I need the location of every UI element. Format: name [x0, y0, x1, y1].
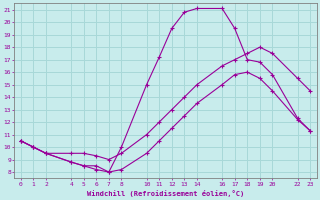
X-axis label: Windchill (Refroidissement éolien,°C): Windchill (Refroidissement éolien,°C) [87, 190, 244, 197]
